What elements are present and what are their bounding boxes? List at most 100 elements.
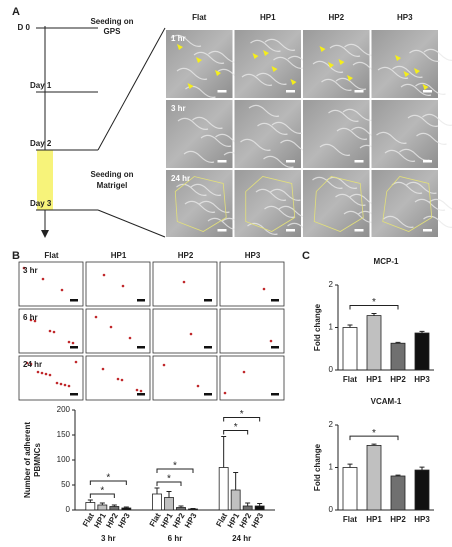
- seeding-label: Matrigel: [97, 181, 128, 190]
- error-bar: [371, 443, 377, 446]
- row-label: 3 hr: [171, 104, 186, 113]
- y-tick-label: 0: [66, 505, 71, 514]
- y-tick-label: 1: [329, 323, 334, 332]
- bar: [414, 332, 430, 371]
- group-label: 3 hr: [101, 534, 116, 543]
- micrograph: [371, 30, 438, 98]
- timeline-label: Day 1: [30, 81, 52, 90]
- adherent-cell: [102, 273, 106, 277]
- adherent-cell: [223, 391, 227, 395]
- adherent-cell: [196, 384, 200, 388]
- adherent-cell: [139, 389, 143, 393]
- yellow-arrow: [252, 53, 259, 59]
- row-label: 3 hr: [23, 266, 38, 275]
- x-tick-label: HP1: [366, 515, 382, 524]
- y-axis-label: Fold change: [313, 303, 322, 351]
- bar: [109, 506, 120, 511]
- adherent-cell: [48, 329, 52, 333]
- yellow-arrow: [403, 71, 410, 77]
- x-tick-label: HP3: [414, 375, 430, 384]
- y-tick-label: 200: [57, 405, 71, 414]
- scale-bar: [70, 346, 78, 349]
- adherent-cell: [74, 360, 78, 364]
- error-bar: [99, 502, 105, 505]
- scale-bar: [217, 229, 227, 232]
- yellow-arrow: [319, 46, 326, 52]
- cell-network: [312, 43, 384, 91]
- scale-bar: [204, 346, 212, 349]
- adherent-cell: [36, 370, 40, 374]
- bar: [164, 497, 174, 511]
- y-tick-label: 2: [329, 420, 334, 429]
- adherent-cell: [242, 370, 246, 374]
- y-tick-label: 1: [329, 463, 334, 472]
- significance-bracket: [89, 493, 115, 498]
- error-bar: [347, 463, 353, 468]
- cell-network: [170, 34, 248, 98]
- x-tick-label: Flat: [343, 375, 358, 384]
- bar: [218, 467, 229, 511]
- scale-bar: [354, 160, 364, 163]
- bar: [152, 493, 162, 511]
- yellow-arrow: [338, 59, 345, 65]
- y-axis-label: Fold change: [313, 443, 322, 491]
- row-label: 24 hr: [171, 174, 190, 183]
- error-bar: [178, 505, 184, 508]
- bar: [342, 327, 358, 371]
- bar: [97, 504, 108, 511]
- error-bar: [87, 499, 93, 503]
- column-header: HP2: [328, 13, 344, 22]
- cell-image: [219, 355, 285, 401]
- column-header: Flat: [44, 251, 59, 260]
- scale-bar: [137, 393, 145, 396]
- y-tick-label: 2: [329, 280, 334, 289]
- significance-label: *: [167, 474, 171, 485]
- adherent-cell: [189, 332, 193, 336]
- adherent-cell: [44, 372, 48, 376]
- scale-bar: [423, 229, 432, 232]
- cell-image: [18, 355, 84, 401]
- error-bar: [347, 324, 353, 328]
- y-tick-label: 50: [61, 480, 70, 489]
- adherent-cell: [52, 330, 56, 334]
- x-tick-label: HP1: [366, 375, 382, 384]
- colony-outline: [382, 176, 433, 232]
- micrograph: [303, 170, 370, 237]
- scale-bar: [204, 299, 212, 302]
- adherent-cell: [71, 341, 75, 345]
- timeline-label: D 0: [18, 23, 31, 32]
- scale-bar: [271, 299, 279, 302]
- micrograph: [234, 30, 301, 98]
- adherent-cell: [128, 336, 132, 340]
- adherent-cell: [60, 288, 64, 292]
- timeline-label: Day 2: [30, 139, 52, 148]
- scale-bar: [70, 393, 78, 396]
- error-bar: [221, 436, 227, 468]
- error-bar: [257, 503, 263, 506]
- adherent-cell: [63, 383, 67, 387]
- error-bar: [233, 472, 239, 490]
- adherent-cell: [269, 339, 273, 343]
- chart-title: MCP-1: [374, 257, 399, 266]
- yellow-arrow: [177, 44, 183, 50]
- significance-label: *: [173, 461, 177, 472]
- micrograph: [234, 100, 301, 168]
- adherent-cell: [40, 371, 44, 375]
- column-header: HP3: [245, 251, 261, 260]
- y-tick-label: 100: [57, 455, 71, 464]
- yellow-arrow: [414, 68, 420, 74]
- adherent-cell: [22, 266, 26, 270]
- yellow-arrow: [263, 50, 269, 56]
- significance-label: *: [240, 409, 244, 420]
- column-header: HP2: [178, 251, 194, 260]
- column-header: HP1: [260, 13, 276, 22]
- scale-bar: [354, 229, 364, 232]
- scale-bar: [217, 90, 227, 93]
- bar: [242, 505, 253, 511]
- error-bar: [419, 466, 425, 471]
- error-bar: [190, 508, 196, 509]
- cell-image: [152, 261, 218, 307]
- y-axis-label: Number of adherent: [23, 422, 32, 498]
- scale-bar: [286, 90, 295, 93]
- adherent-cell: [116, 377, 120, 381]
